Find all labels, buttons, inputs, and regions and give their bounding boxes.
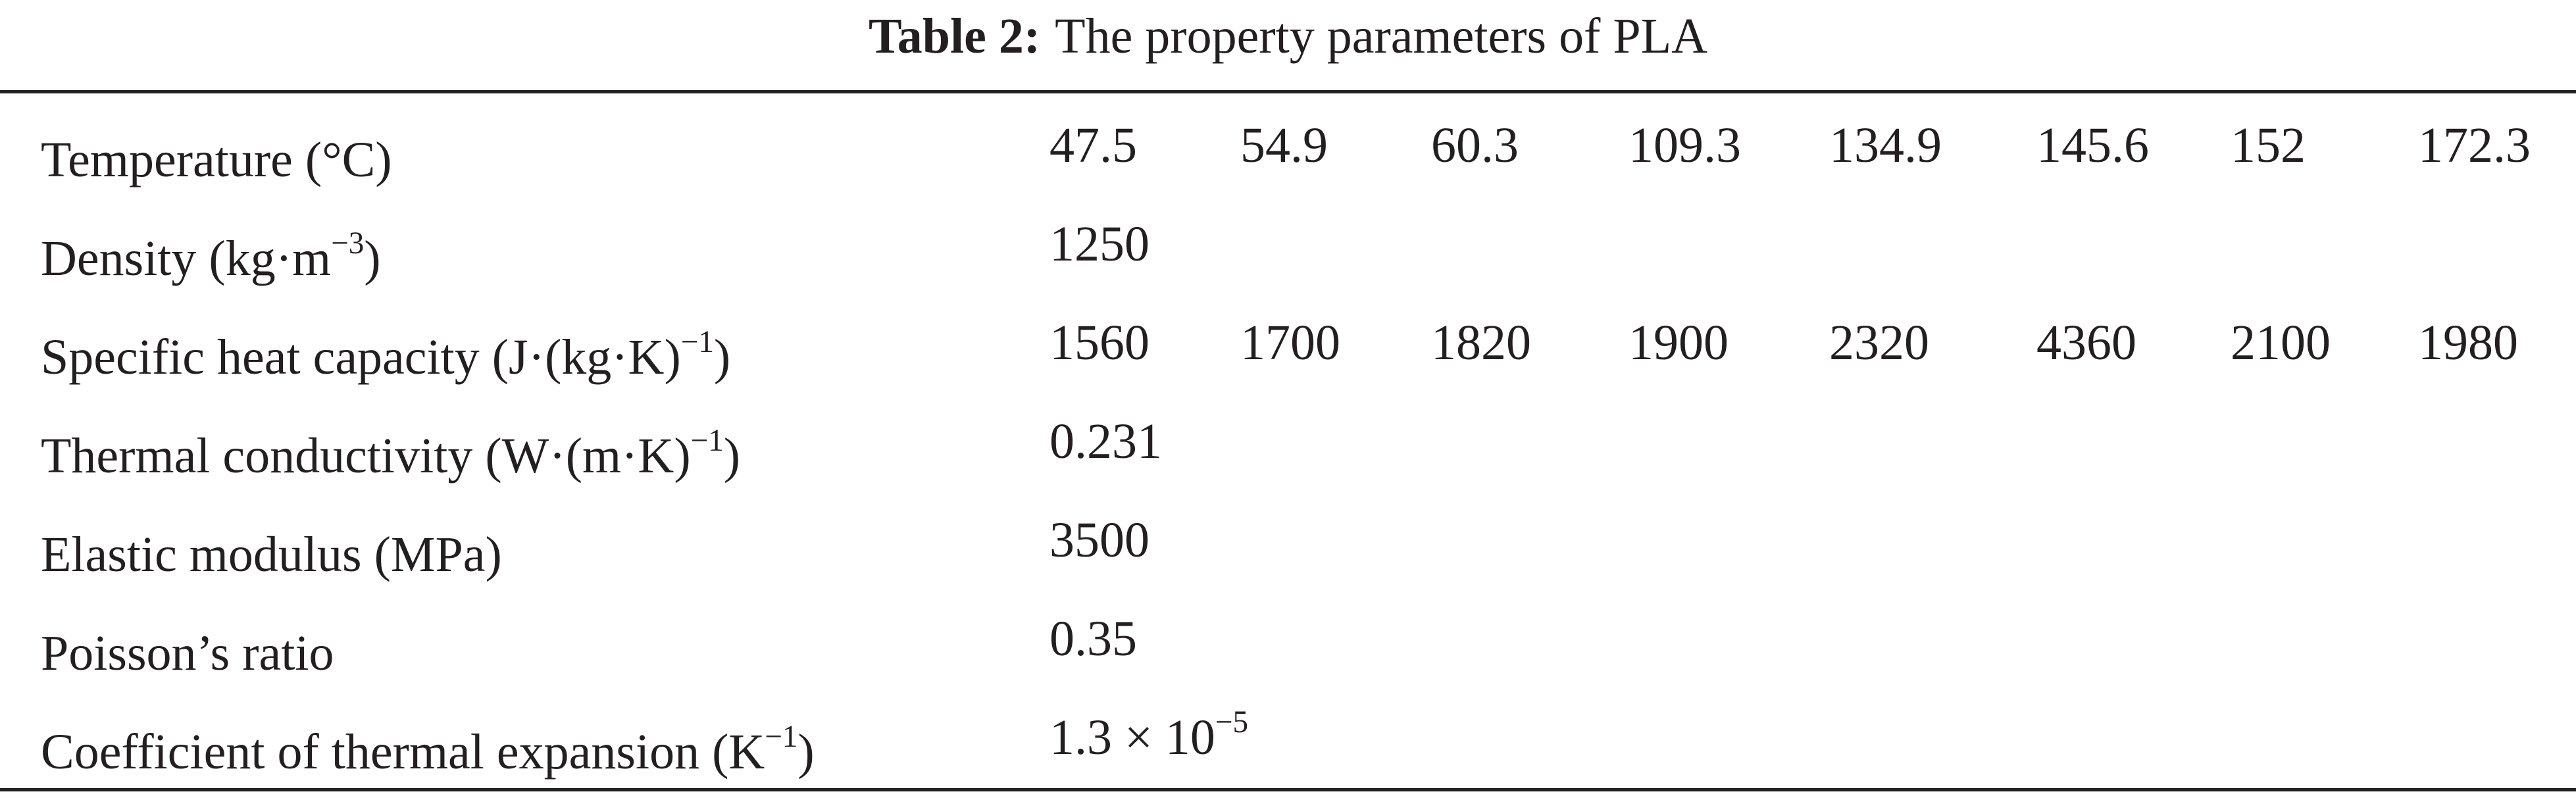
temperature-value: 60.3 bbox=[1431, 118, 1519, 173]
specific-heat-value: 1820 bbox=[1431, 315, 1531, 370]
specific-heat-value: 1980 bbox=[2418, 315, 2518, 370]
table-row-poissons-ratio: Poisson’s ratio 0.35 bbox=[0, 607, 2576, 699]
param-thermal-expansion: Coefficient of thermal expansion (K−1) bbox=[41, 720, 815, 780]
table-title: The property parameters of PLA bbox=[1055, 9, 1707, 64]
specific-heat-value: 1560 bbox=[1049, 315, 1149, 370]
table-bottom-rule bbox=[0, 788, 2576, 791]
param-specific-heat: Specific heat capacity (J·(kg·K)−1) bbox=[41, 325, 731, 385]
table-row-specific-heat: Specific heat capacity (J·(kg·K)−1) 1560… bbox=[0, 311, 2576, 403]
thermal-expansion-value: 1.3 × 10−5 bbox=[1049, 705, 1248, 765]
temperature-value: 152 bbox=[2231, 118, 2306, 173]
table-row-elastic-modulus: Elastic modulus (MPa) 3500 bbox=[0, 509, 2576, 601]
table-caption: Table 2: The property parameters of PLA bbox=[0, 0, 2576, 72]
temperature-value: 134.9 bbox=[1829, 118, 1942, 173]
table-row-thermal-expansion: Coefficient of thermal expansion (K−1) 1… bbox=[0, 706, 2576, 798]
density-value: 1250 bbox=[1049, 216, 1149, 272]
temperature-value: 172.3 bbox=[2418, 118, 2531, 173]
poissons-ratio-value: 0.35 bbox=[1049, 611, 1137, 666]
specific-heat-value: 2320 bbox=[1829, 315, 1929, 370]
param-temperature: Temperature (°C) bbox=[41, 132, 392, 187]
specific-heat-value: 1900 bbox=[1629, 315, 1729, 370]
specific-heat-value: 4360 bbox=[2036, 315, 2136, 370]
param-elastic-modulus: Elastic modulus (MPa) bbox=[41, 527, 502, 582]
thermal-conductivity-value: 0.231 bbox=[1049, 414, 1162, 469]
param-density: Density (kg·m−3) bbox=[41, 226, 381, 286]
table-label: Table 2: bbox=[869, 9, 1041, 64]
param-thermal-conductivity: Thermal conductivity (W·(m·K)−1) bbox=[41, 424, 741, 484]
table-row-density: Density (kg·m−3) 1250 bbox=[0, 212, 2576, 305]
elastic-modulus-value: 3500 bbox=[1049, 512, 1149, 568]
temperature-value: 109.3 bbox=[1629, 118, 1741, 173]
param-poissons-ratio: Poisson’s ratio bbox=[41, 626, 334, 681]
temperature-value: 145.6 bbox=[2036, 118, 2149, 173]
table-row-thermal-conductivity: Thermal conductivity (W·(m·K)−1) 0.231 bbox=[0, 410, 2576, 502]
specific-heat-value: 2100 bbox=[2231, 315, 2331, 370]
table-row-temperature: Temperature (°C) 47.5 54.9 60.3 109.3 13… bbox=[0, 114, 2576, 206]
specific-heat-value: 1700 bbox=[1240, 315, 1340, 370]
table-top-rule bbox=[0, 90, 2576, 93]
temperature-value: 54.9 bbox=[1240, 118, 1328, 173]
temperature-value: 47.5 bbox=[1049, 118, 1137, 173]
